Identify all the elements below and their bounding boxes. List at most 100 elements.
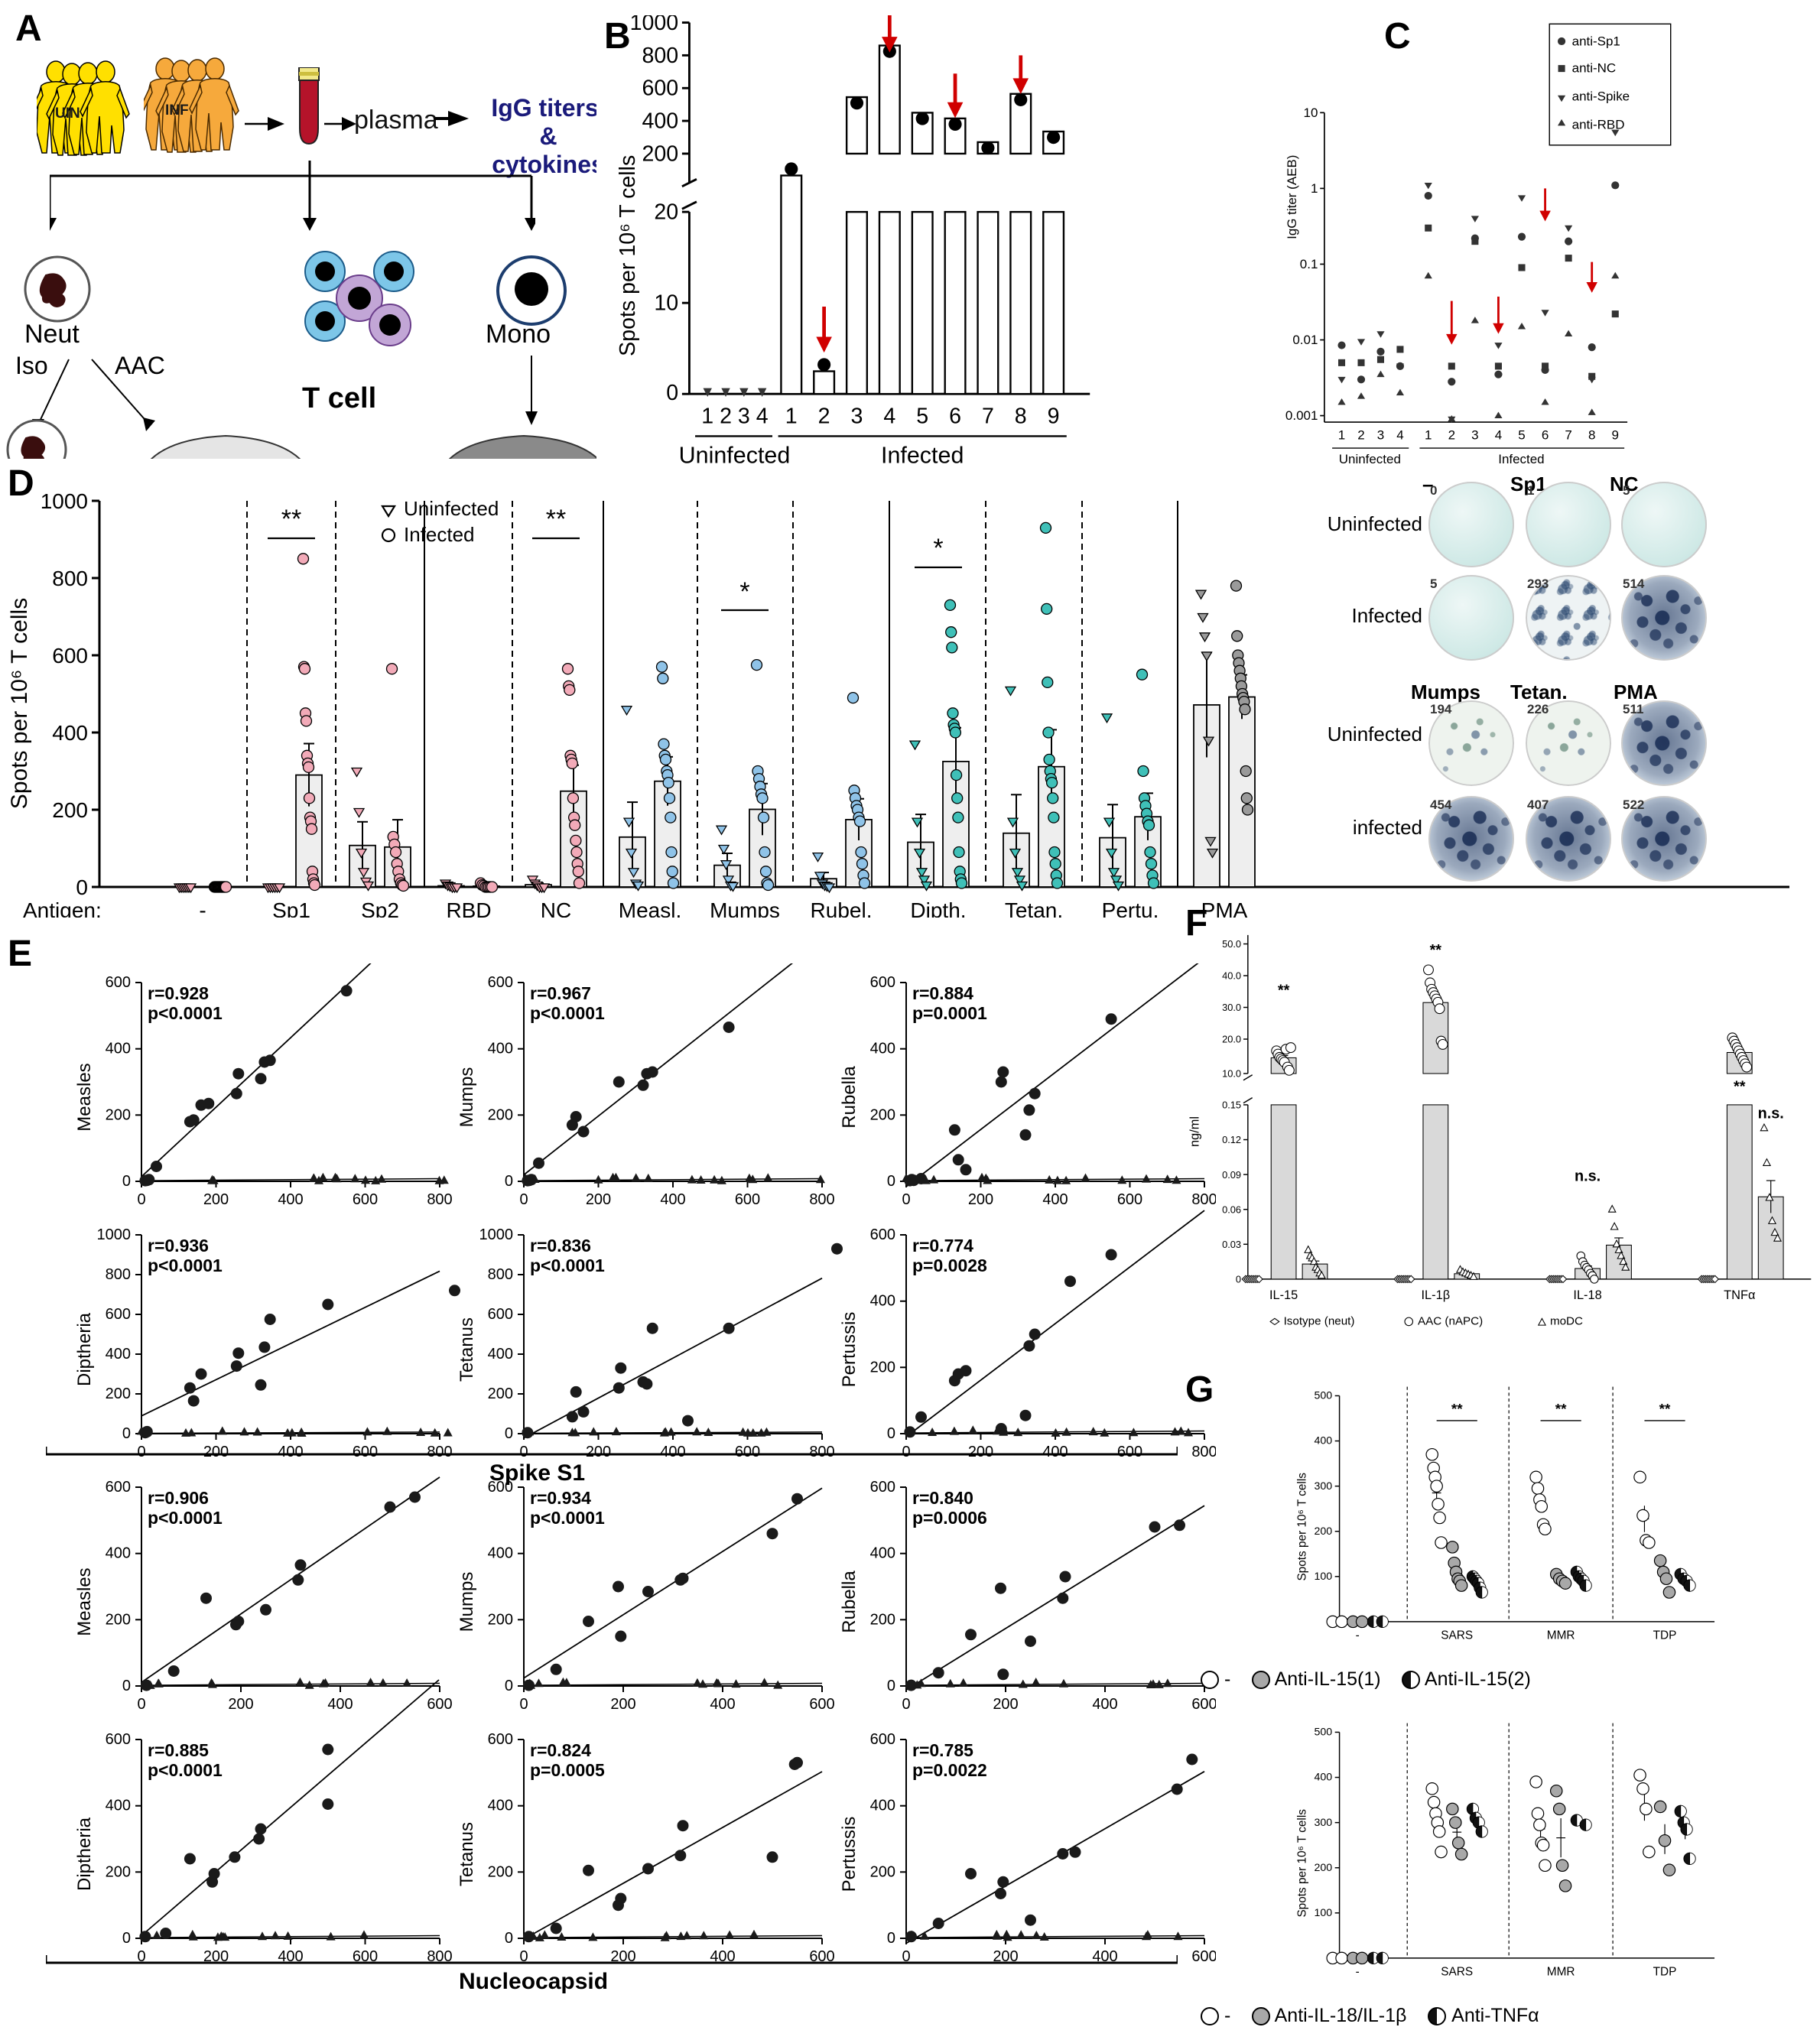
svg-text:800: 800: [427, 1191, 452, 1208]
svg-text:9: 9: [1612, 428, 1619, 443]
svg-text:2: 2: [1357, 428, 1364, 443]
svg-text:400: 400: [488, 1041, 513, 1057]
svg-text:4: 4: [756, 404, 769, 428]
svg-text:30.0: 30.0: [1222, 1002, 1241, 1013]
svg-text:400: 400: [870, 1545, 895, 1562]
svg-text:IL-18: IL-18: [1573, 1288, 1601, 1302]
svg-text:200: 200: [993, 1696, 1018, 1713]
svg-text:200: 200: [106, 1106, 131, 1123]
svg-text:p<0.0001: p<0.0001: [530, 1003, 605, 1023]
svg-text:p=0.0001: p=0.0001: [912, 1003, 987, 1023]
svg-text:1: 1: [1311, 181, 1318, 196]
svg-text:200: 200: [106, 1611, 131, 1628]
svg-text:400: 400: [327, 1696, 353, 1713]
svg-text:r=0.928: r=0.928: [148, 983, 209, 1003]
svg-text:400: 400: [106, 1798, 131, 1814]
svg-text:0: 0: [505, 1678, 513, 1694]
svg-text:Mumps: Mumps: [457, 1067, 477, 1128]
svg-text:0: 0: [505, 1173, 513, 1190]
svg-text:0: 0: [902, 1696, 910, 1713]
svg-text:0: 0: [519, 1696, 528, 1713]
svg-text:0: 0: [505, 1425, 513, 1442]
svg-text:1: 1: [1425, 428, 1432, 443]
svg-text:600: 600: [106, 1731, 131, 1748]
svg-text:n.s.: n.s.: [1758, 1105, 1784, 1122]
svg-text:0.15: 0.15: [1222, 1100, 1241, 1111]
svg-text:600: 600: [870, 1226, 895, 1243]
svg-text:200: 200: [586, 1191, 611, 1208]
svg-text:3: 3: [738, 404, 750, 428]
svg-text:p<0.0001: p<0.0001: [148, 1508, 223, 1528]
svg-text:300: 300: [1314, 1817, 1332, 1829]
svg-text:Isotype (neut): Isotype (neut): [1284, 1315, 1355, 1328]
svg-text:Rubella: Rubella: [839, 1066, 860, 1129]
svg-text:r=0.884: r=0.884: [912, 983, 973, 1003]
svg-text:800: 800: [106, 1266, 131, 1283]
svg-text:Tetanus: Tetanus: [457, 1317, 477, 1382]
svg-text:p<0.0001: p<0.0001: [530, 1256, 605, 1275]
svg-text:2: 2: [818, 404, 830, 428]
svg-text:0: 0: [887, 1678, 895, 1694]
svg-text:**: **: [1451, 1402, 1463, 1418]
svg-text:anti-Spike: anti-Spike: [1572, 89, 1630, 104]
svg-text:200: 200: [106, 1385, 131, 1402]
svg-text:40.0: 40.0: [1222, 970, 1241, 982]
svg-text:-: -: [1356, 1629, 1360, 1642]
svg-text:800: 800: [642, 44, 678, 68]
svg-text:300: 300: [1314, 1480, 1332, 1493]
svg-text:2: 2: [720, 404, 732, 428]
svg-text:8: 8: [1015, 404, 1027, 428]
svg-text:p<0.0001: p<0.0001: [148, 1003, 223, 1023]
svg-text:**: **: [1659, 1402, 1671, 1418]
svg-text:200: 200: [610, 1696, 635, 1713]
svg-text:0.03: 0.03: [1222, 1239, 1241, 1250]
svg-text:AAC (nAPC): AAC (nAPC): [1418, 1315, 1483, 1328]
svg-text:600: 600: [642, 76, 678, 101]
svg-text:400: 400: [488, 1346, 513, 1363]
svg-text:2: 2: [1448, 428, 1455, 443]
svg-text:400: 400: [1092, 1696, 1117, 1713]
svg-text:0: 0: [122, 1930, 131, 1947]
svg-text:200: 200: [642, 141, 678, 166]
svg-text:200: 200: [1314, 1525, 1332, 1538]
svg-text:TDP: TDP: [1653, 1629, 1677, 1642]
svg-text:200: 200: [106, 1863, 131, 1880]
svg-text:Measles: Measles: [74, 1063, 95, 1131]
svg-text:0: 0: [122, 1425, 131, 1442]
svg-text:200: 200: [870, 1863, 895, 1880]
svg-text:1: 1: [785, 404, 798, 428]
svg-text:400: 400: [488, 1545, 513, 1562]
svg-text:5: 5: [916, 404, 928, 428]
svg-text:r=0.934: r=0.934: [530, 1488, 591, 1508]
svg-text:0: 0: [122, 1173, 131, 1190]
svg-text:0: 0: [137, 1191, 145, 1208]
svg-text:INF: INF: [165, 102, 189, 119]
svg-text:Mumps: Mumps: [457, 1572, 477, 1632]
svg-text:4: 4: [1396, 428, 1403, 443]
svg-text:IgG titer (AEB): IgG titer (AEB): [1285, 155, 1299, 239]
svg-text:TDP: TDP: [1653, 1965, 1677, 1978]
svg-text:100: 100: [1314, 1571, 1332, 1583]
svg-text:p=0.0028: p=0.0028: [912, 1256, 987, 1275]
svg-text:MMR: MMR: [1547, 1965, 1575, 1978]
svg-text:9: 9: [1048, 404, 1060, 428]
svg-text:400: 400: [642, 109, 678, 134]
svg-text:TNFα: TNFα: [1724, 1288, 1755, 1302]
svg-text:200: 200: [870, 1359, 895, 1376]
svg-text:MMR: MMR: [1547, 1629, 1575, 1642]
svg-text:0.1: 0.1: [1300, 257, 1318, 271]
svg-text:200: 200: [968, 1191, 993, 1208]
svg-text:anti-RBD: anti-RBD: [1572, 117, 1625, 132]
svg-text:**: **: [1734, 1078, 1746, 1095]
svg-text:400: 400: [1314, 1772, 1332, 1784]
svg-text:50.0: 50.0: [1222, 938, 1241, 950]
svg-text:1000: 1000: [97, 1226, 132, 1243]
svg-text:7: 7: [1565, 428, 1571, 443]
svg-text:**: **: [1430, 942, 1442, 959]
svg-text:Spots per 10⁶ T cells: Spots per 10⁶ T cells: [1295, 1809, 1308, 1918]
svg-text:UIN: UIN: [55, 106, 80, 122]
svg-text:3: 3: [851, 404, 863, 428]
svg-text:400: 400: [1042, 1191, 1068, 1208]
svg-text:r=0.824: r=0.824: [530, 1740, 591, 1760]
svg-text:0: 0: [122, 1678, 131, 1694]
